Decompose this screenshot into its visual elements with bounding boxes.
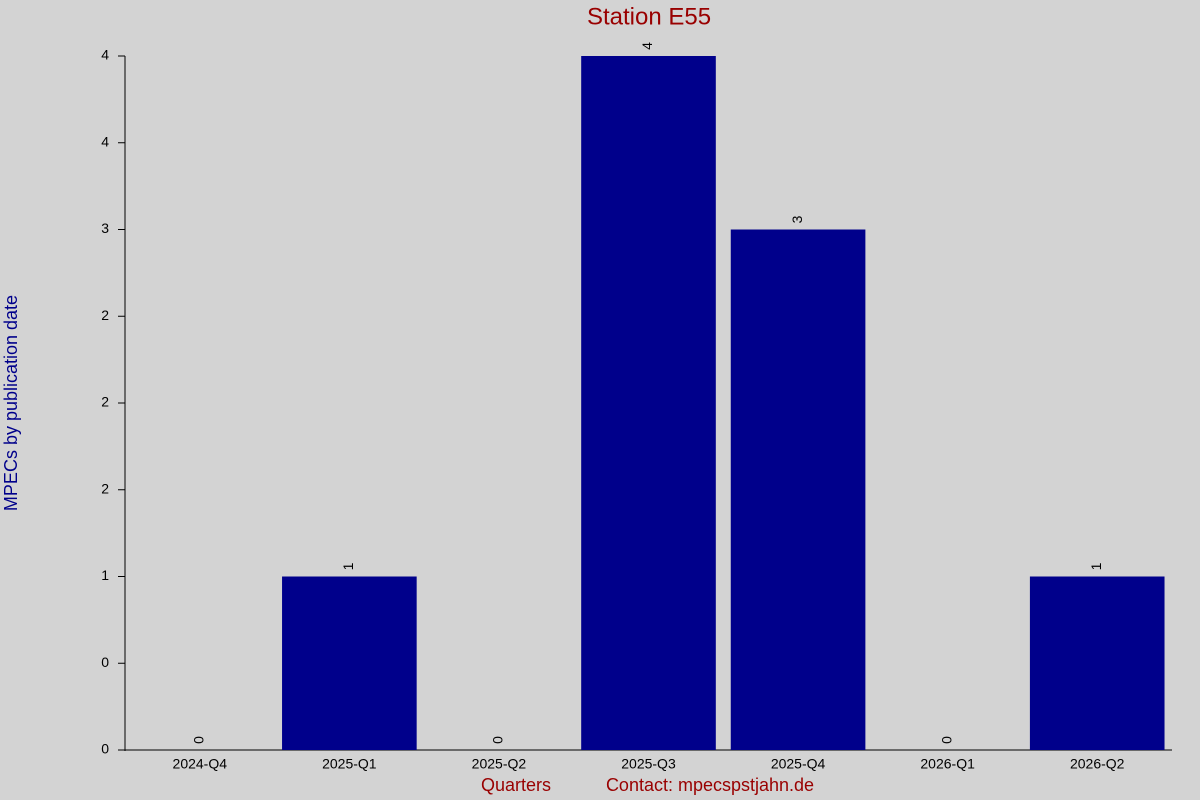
x-tick-label: 2026-Q1 [920, 756, 975, 772]
contact-note: Contact: mpecspstjahn.de [606, 775, 814, 795]
bar [1029, 576, 1165, 750]
data-label: 0 [938, 736, 954, 744]
data-label: 0 [190, 736, 206, 744]
data-label: 3 [789, 215, 805, 223]
chart-title: Station E55 [587, 3, 711, 30]
y-axis-label: MPECs by publication date [1, 295, 21, 511]
x-tick-label: 2024-Q4 [173, 756, 228, 772]
bar [581, 56, 716, 750]
y-tick-label: 0 [101, 654, 109, 670]
y-tick-label: 2 [101, 307, 109, 323]
x-tick-label: 2025-Q2 [472, 756, 527, 772]
y-tick-label: 3 [101, 220, 109, 236]
x-tick-label: 2025-Q3 [621, 756, 676, 772]
data-label: 4 [639, 42, 655, 50]
x-axis-label: Quarters [481, 775, 551, 795]
y-tick-label: 1 [101, 567, 109, 583]
x-tick-label: 2025-Q1 [322, 756, 377, 772]
y-tick-label: 2 [101, 480, 109, 496]
bar [730, 229, 866, 750]
y-tick-label: 4 [101, 133, 109, 149]
data-label: 1 [340, 562, 356, 570]
bar [282, 576, 417, 750]
x-tick-label: 2026-Q2 [1070, 756, 1125, 772]
data-label: 0 [490, 736, 506, 744]
x-tick-label: 2025-Q4 [771, 756, 826, 772]
y-tick-label: 4 [101, 47, 109, 63]
y-tick-label: 2 [101, 394, 109, 410]
data-label: 1 [1088, 562, 1104, 570]
y-tick-label: 0 [101, 741, 109, 757]
